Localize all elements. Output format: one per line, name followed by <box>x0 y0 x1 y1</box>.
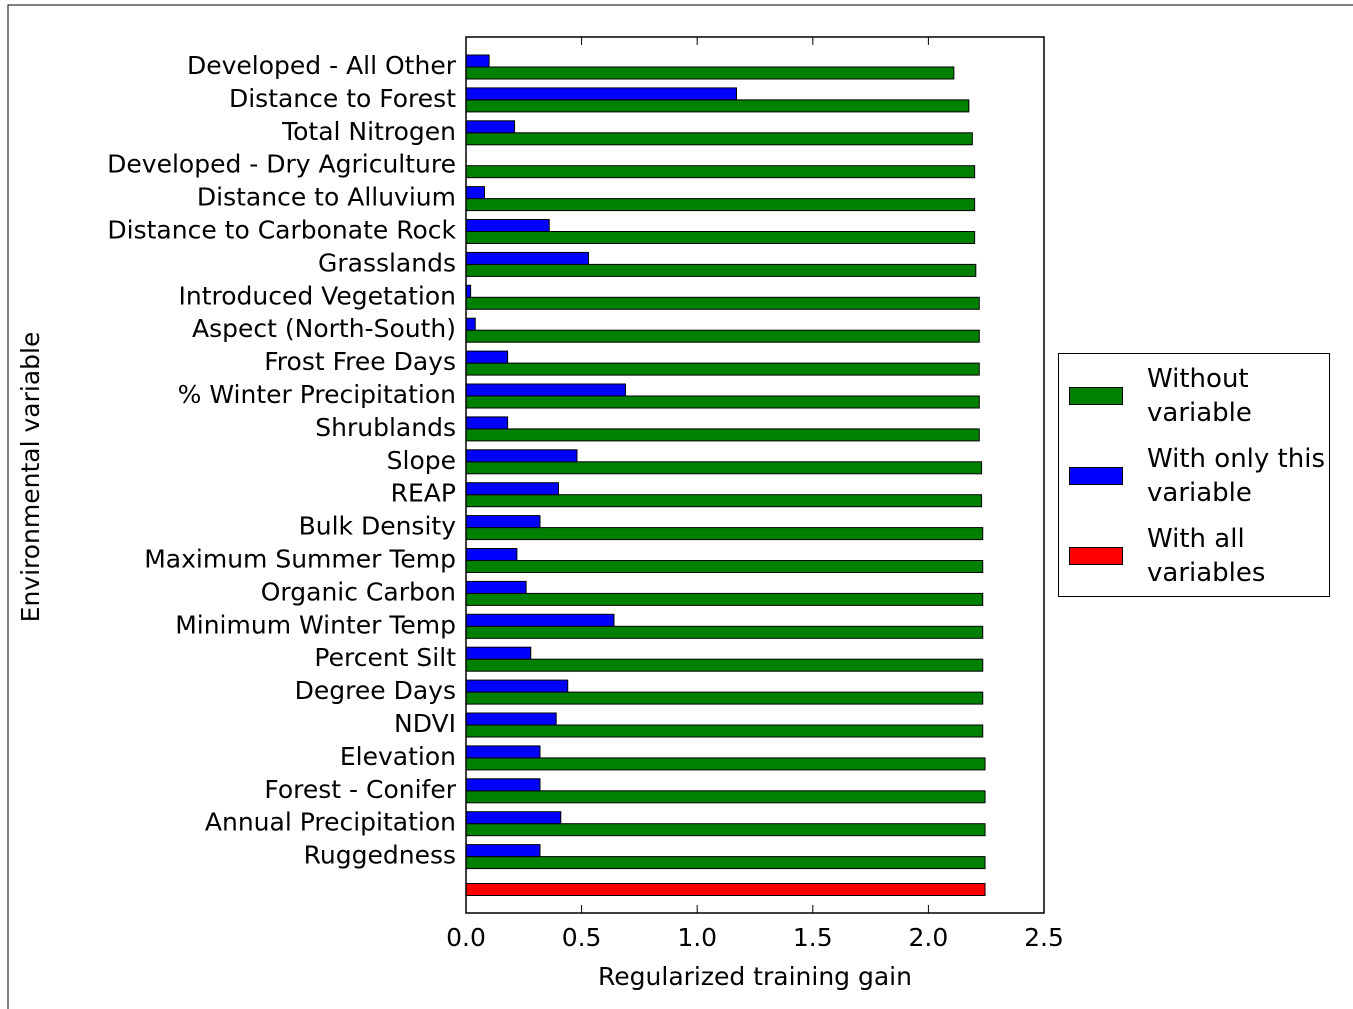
y-tick-label: Minimum Winter Temp <box>175 610 456 639</box>
y-tick-label: Maximum Summer Temp <box>144 545 456 574</box>
bar <box>465 658 984 672</box>
y-tick-label: NDVI <box>394 709 456 738</box>
y-tick-label: Forest - Conifer <box>264 775 456 804</box>
bar <box>465 580 527 594</box>
bar <box>465 560 984 573</box>
bar <box>465 461 983 475</box>
bar <box>465 251 590 265</box>
bar <box>465 186 485 200</box>
y-tick-label: Total Nitrogen <box>281 117 456 146</box>
y-tick-label: Ruggedness <box>304 841 456 870</box>
legend-swatch <box>1069 467 1123 485</box>
bar <box>465 350 509 364</box>
bar <box>465 712 557 726</box>
y-tick-label: Shrublands <box>315 413 456 442</box>
bar <box>465 646 532 660</box>
bar <box>465 296 980 310</box>
bar <box>465 165 976 179</box>
bar <box>465 494 983 508</box>
bar <box>465 592 984 606</box>
bar <box>465 329 980 343</box>
y-tick-label: Distance to Alluvium <box>197 183 456 212</box>
y-tick-label: Introduced Vegetation <box>178 281 456 310</box>
y-tick-label: % Winter Precipitation <box>178 380 456 409</box>
bar <box>465 198 976 212</box>
bar <box>465 778 541 792</box>
legend-swatch <box>1069 547 1123 565</box>
legend-item: With all variables <box>1069 522 1327 590</box>
y-tick-label: Aspect (North-South) <box>192 314 456 343</box>
y-tick-label: Distance to Carbonate Rock <box>107 216 456 245</box>
x-tick-label: 0.0 <box>446 923 486 952</box>
legend-item: Without variable <box>1069 362 1327 430</box>
bar <box>465 54 490 68</box>
y-tick-label: Grasslands <box>318 248 456 277</box>
bar <box>465 548 518 561</box>
legend-item: With only this variable <box>1069 442 1327 510</box>
bar <box>465 757 986 771</box>
y-tick-label: Bulk Density <box>299 512 457 541</box>
bar <box>465 856 986 870</box>
bar <box>465 383 627 397</box>
y-tick-label: Distance to Forest <box>229 84 456 113</box>
x-tick-label: 0.5 <box>562 923 602 952</box>
bar <box>465 883 986 896</box>
y-tick-label: Organic Carbon <box>261 577 456 606</box>
bar <box>465 120 516 134</box>
bar <box>465 362 980 376</box>
bar <box>465 679 569 693</box>
bar <box>465 613 615 627</box>
y-tick-label: Elevation <box>340 742 456 771</box>
legend-label: Without variable <box>1147 364 1252 428</box>
legend: Without variable With only this variable W… <box>1058 353 1330 597</box>
y-tick-label: Developed - Dry Agriculture <box>107 150 456 179</box>
bar <box>465 87 738 101</box>
bar <box>465 66 955 80</box>
y-tick-label: Slope <box>387 446 456 475</box>
legend-label: With only this variable <box>1147 444 1326 508</box>
x-tick-label: 1.0 <box>677 923 717 952</box>
bar <box>465 515 541 529</box>
plot-area <box>465 36 1045 914</box>
bar <box>465 395 980 409</box>
y-axis-label: Environmental variable <box>16 332 45 623</box>
bar <box>465 625 984 639</box>
bar <box>465 691 984 705</box>
bar <box>465 724 984 738</box>
y-tick-label: Percent Silt <box>314 643 456 672</box>
bar <box>465 428 980 442</box>
bar <box>465 527 984 541</box>
y-tick-label: Annual Precipitation <box>205 808 456 837</box>
bar <box>465 745 541 759</box>
y-tick-label: Frost Free Days <box>264 347 456 376</box>
legend-swatch <box>1069 387 1123 405</box>
bar <box>465 263 977 277</box>
x-tick-label: 2.0 <box>909 923 949 952</box>
bar <box>465 231 976 244</box>
bar <box>465 219 550 232</box>
bar <box>465 823 986 837</box>
bar <box>465 449 578 463</box>
x-tick-label: 1.5 <box>793 923 833 952</box>
y-tick-label: Degree Days <box>295 676 456 705</box>
y-tick-label: Developed - All Other <box>187 51 457 80</box>
x-axis-label: Regularized training gain <box>598 962 912 991</box>
bar <box>465 790 986 804</box>
bar <box>465 811 562 825</box>
y-tick-label: REAP <box>391 479 456 508</box>
bar <box>465 317 476 331</box>
bar <box>465 416 509 430</box>
frame <box>7 4 1353 1009</box>
bar <box>465 844 541 858</box>
bar <box>465 132 973 146</box>
legend-label: With all variables <box>1147 524 1266 588</box>
x-tick-label: 2.5 <box>1024 923 1064 952</box>
bar <box>465 99 970 113</box>
bar <box>465 482 559 496</box>
